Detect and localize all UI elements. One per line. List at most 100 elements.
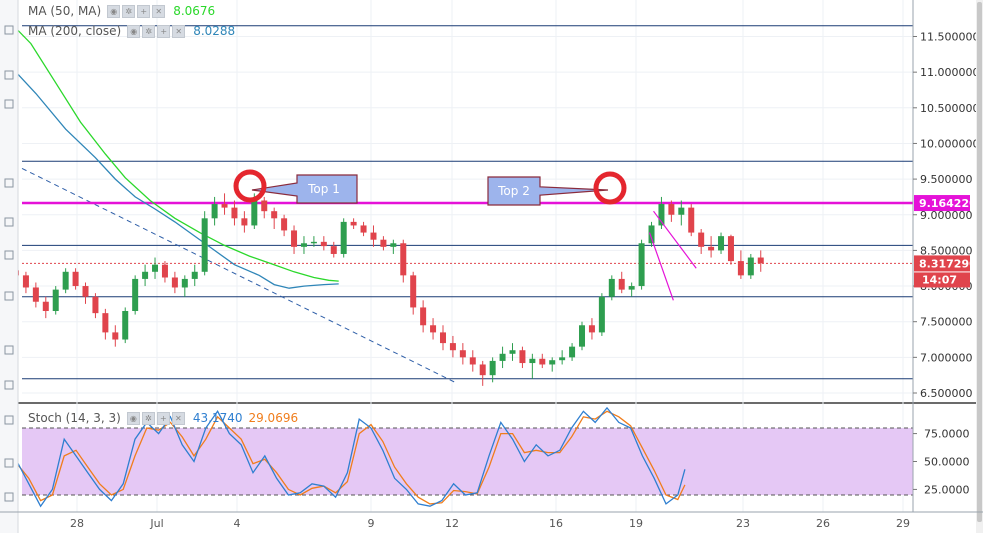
candle-body <box>449 343 456 351</box>
eye-icon[interactable]: ◉ <box>127 24 141 38</box>
candle-body <box>737 261 744 276</box>
candle-body <box>569 346 576 358</box>
ma50-controls[interactable]: ◉ ✲ + ✕ <box>107 4 167 18</box>
candle-body <box>549 360 556 365</box>
candle-body <box>509 350 516 354</box>
candle-body <box>22 275 29 288</box>
candle-body <box>390 243 397 247</box>
eye-icon[interactable]: ◉ <box>107 4 121 18</box>
time-axis-label: 12 <box>445 517 459 530</box>
candle-body <box>698 232 705 247</box>
candle-body <box>191 271 198 279</box>
stoch-controls[interactable]: ◉ ✲ + ✕ <box>126 411 187 425</box>
callout-top-2-shape <box>487 176 609 206</box>
candle-body <box>360 225 367 233</box>
candle-body <box>122 311 129 340</box>
price-pane <box>22 0 913 402</box>
candle-body <box>42 301 49 312</box>
candle-body <box>271 211 278 219</box>
callout-top-1: Top 1 <box>251 174 358 204</box>
candle-body <box>300 243 307 247</box>
close-icon[interactable]: ✕ <box>172 24 186 38</box>
stoch-d-value: 29.0696 <box>248 411 299 425</box>
toolbar-icon <box>4 380 14 390</box>
gear-icon[interactable]: ✲ <box>141 411 155 425</box>
close-icon[interactable]: ✕ <box>171 411 185 425</box>
candle-body <box>82 286 89 297</box>
gear-icon[interactable]: ✲ <box>142 24 156 38</box>
ma50-line <box>0 11 339 282</box>
candle-body <box>281 218 288 231</box>
candle-body <box>211 204 218 219</box>
stoch-k-value: 43.1740 <box>192 411 243 425</box>
candle-body <box>72 271 79 287</box>
candle-body <box>62 271 69 290</box>
toolbar-icon <box>4 70 14 80</box>
price-axis-tick-label: 11.500000 <box>920 31 980 44</box>
candle-body <box>410 275 417 308</box>
eye-icon[interactable]: ◉ <box>126 411 140 425</box>
candle-body <box>608 278 615 297</box>
time-axis-label: 9 <box>368 517 375 530</box>
candle-body <box>102 313 109 333</box>
ma200-value: 8.0288 <box>193 24 236 38</box>
plus-icon[interactable]: + <box>157 24 171 38</box>
gear-icon[interactable]: ✲ <box>122 4 136 18</box>
candle-body <box>638 243 645 287</box>
highlight-circle-top-2 <box>593 171 627 205</box>
scrollbar-thumb <box>977 2 982 522</box>
callout-top-2: Top 2 <box>487 176 609 206</box>
candle-body <box>727 236 734 262</box>
candle-body <box>261 200 268 212</box>
candle-body <box>291 230 298 247</box>
stoch-label: Stoch (14, 3, 3) <box>28 411 121 425</box>
time-axis-label: 29 <box>896 517 910 530</box>
callout-top-1-shape <box>251 174 358 204</box>
candle-body <box>231 207 238 219</box>
candle-body <box>152 264 159 272</box>
toolbar-icon <box>4 217 14 227</box>
stoch-d-line <box>16 410 686 505</box>
price-axis-tick-label: 6.500000 <box>920 387 973 400</box>
candle-body <box>618 278 625 290</box>
price-axis-tick-label: 10.500000 <box>920 102 980 115</box>
ma50-value: 8.0676 <box>173 4 216 18</box>
candle-body <box>251 200 258 226</box>
candle-body <box>598 296 605 333</box>
candle-body <box>628 286 635 290</box>
price-axis-tick-label: 7.000000 <box>920 351 973 364</box>
candle-body <box>112 332 119 340</box>
toolbar-icon <box>4 99 14 109</box>
resistance-price-text: 9.164220 <box>919 197 977 210</box>
candle-body <box>420 307 427 326</box>
price-axis-tick-label: 7.500000 <box>920 316 973 329</box>
candle-body <box>519 350 526 364</box>
close-icon[interactable]: ✕ <box>152 4 166 18</box>
ma200-controls[interactable]: ◉ ✲ + ✕ <box>127 24 187 38</box>
candle-body <box>559 357 566 361</box>
candle-body <box>499 353 506 361</box>
plus-icon[interactable]: + <box>156 411 170 425</box>
candle-body <box>201 218 208 272</box>
ma200-line <box>0 54 339 289</box>
callout-top-2-text: Top 2 <box>497 184 530 198</box>
candle-body <box>757 257 764 264</box>
candle-body <box>241 218 248 226</box>
toolbar-icon <box>4 25 14 35</box>
channel-line-upper <box>653 210 697 269</box>
plus-icon[interactable]: + <box>137 4 151 18</box>
time-axis-label: 28 <box>70 517 84 530</box>
candle-body <box>370 232 377 240</box>
candle-body <box>330 246 337 254</box>
candle-body <box>688 207 695 233</box>
callout-top-1-text: Top 1 <box>307 182 340 196</box>
candle-body <box>479 364 486 376</box>
time-axis-label: 16 <box>549 517 563 530</box>
candle-body <box>708 246 715 251</box>
candle-body <box>400 243 407 276</box>
time-axis-label: 23 <box>736 517 750 530</box>
stoch-band <box>22 428 913 495</box>
legend-ma50: MA (50, MA) ◉ ✲ + ✕ 8.0676 <box>28 4 215 18</box>
price-axis-tick-label: 8.500000 <box>920 244 973 257</box>
